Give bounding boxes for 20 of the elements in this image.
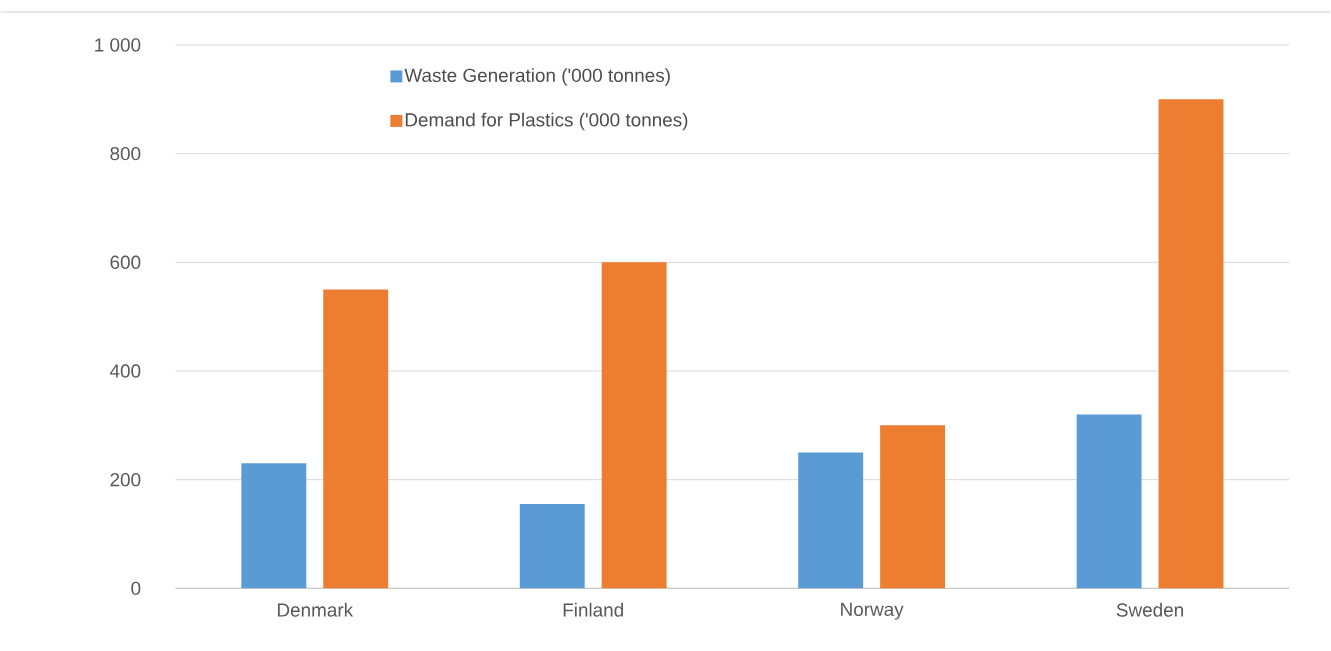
bar <box>1076 414 1142 589</box>
y-tick-label: 200 <box>110 472 141 487</box>
bar <box>241 463 307 589</box>
y-tick-label: 0 <box>131 581 141 595</box>
x-tick-label: Norway <box>841 602 904 620</box>
bar <box>1158 99 1224 589</box>
x-tick-label: Denmark <box>277 602 354 617</box>
y-tick-label: 800 <box>110 146 141 161</box>
x-tick-label: Sweden <box>1116 602 1183 617</box>
y-tick-label: 1 000 <box>95 38 141 52</box>
y-tick-label: 400 <box>109 364 141 378</box>
bar <box>798 452 864 589</box>
bar <box>880 425 946 589</box>
bar <box>323 289 389 589</box>
y-tick-label: 600 <box>110 255 141 269</box>
x-tick-label: Finland <box>563 602 623 617</box>
bar <box>519 503 585 589</box>
legend-label: Waste Generation ('000 tonnes) <box>404 68 670 86</box>
bar <box>601 262 667 589</box>
legend-label: Demand for Plastics ('000 tonnes) <box>405 112 688 131</box>
